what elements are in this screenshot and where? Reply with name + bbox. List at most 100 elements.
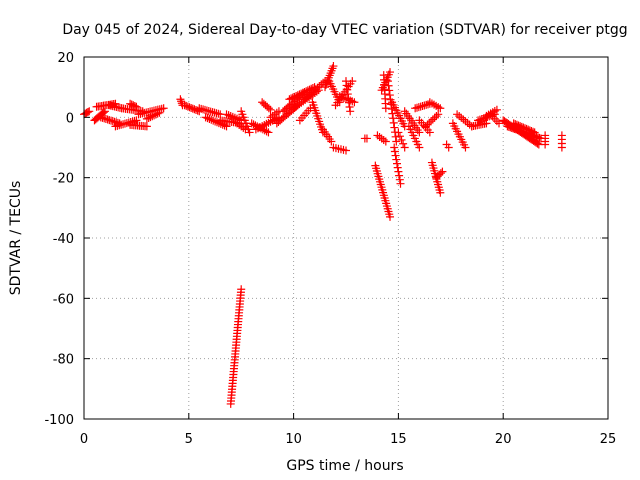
data-point (298, 88, 307, 97)
data-point (159, 104, 168, 113)
data-point (155, 108, 164, 117)
data-point (415, 128, 424, 137)
data-point (541, 140, 550, 149)
y-tick-label: -20 (53, 172, 74, 187)
data-point (423, 120, 432, 129)
data-point (427, 117, 436, 126)
data-point (432, 112, 441, 121)
data-point (395, 171, 404, 180)
data-point (492, 105, 501, 114)
data-point (389, 118, 398, 127)
data-point (362, 134, 371, 143)
y-tick-label: 0 (66, 111, 74, 126)
data-point (177, 97, 186, 106)
data-point (249, 120, 258, 129)
data-point (400, 143, 409, 152)
data-point (241, 125, 250, 134)
data-point (247, 119, 256, 128)
data-point (381, 104, 390, 113)
data-point (392, 137, 401, 146)
data-point (245, 128, 254, 137)
data-point (530, 128, 539, 137)
data-point (290, 92, 299, 101)
data-point (300, 87, 309, 96)
data-point (425, 118, 434, 127)
data-point (430, 113, 439, 122)
data-point (295, 90, 304, 99)
data-point (390, 123, 399, 132)
data-points (80, 62, 566, 408)
data-point (393, 159, 402, 168)
data-point (285, 95, 294, 104)
data-point (207, 115, 216, 124)
data-point (293, 91, 302, 100)
data-point (153, 109, 162, 118)
data-point (346, 107, 355, 116)
data-point (132, 102, 141, 111)
data-point (142, 114, 151, 123)
data-point (436, 188, 445, 197)
data-point (305, 90, 314, 99)
data-point (436, 104, 445, 113)
data-point (301, 93, 310, 102)
data-point (311, 85, 320, 94)
data-point (434, 110, 443, 119)
x-tick-label: 0 (80, 432, 88, 447)
data-point (201, 113, 210, 122)
data-point (436, 169, 445, 178)
data-point (396, 179, 405, 188)
data-point (309, 87, 318, 96)
data-point (205, 114, 214, 123)
data-point (264, 104, 273, 113)
y-tick-label: -60 (53, 292, 74, 307)
data-point (386, 68, 395, 77)
data-point (477, 115, 486, 124)
data-point (313, 83, 322, 92)
data-point (327, 137, 336, 146)
data-point (237, 285, 246, 294)
data-point (148, 112, 157, 121)
data-point (83, 108, 92, 117)
y-tick-label: -100 (44, 413, 74, 428)
data-point (415, 143, 424, 152)
data-point (384, 81, 393, 90)
data-point (557, 143, 566, 152)
data-point (300, 95, 309, 104)
data-point (203, 114, 212, 123)
data-point (428, 115, 437, 124)
data-point (303, 91, 312, 100)
data-point (385, 91, 394, 100)
data-point (211, 117, 220, 126)
data-point (329, 62, 338, 71)
x-tick-label: 5 (185, 432, 193, 447)
y-tick-label: -80 (53, 353, 74, 368)
data-point (307, 88, 316, 97)
y-axis-label: SDTVAR / TECUs (8, 181, 24, 296)
data-point (395, 175, 404, 184)
data-point (395, 132, 404, 141)
data-point (262, 127, 271, 136)
data-point (144, 113, 153, 122)
data-point (209, 116, 218, 125)
data-point (288, 93, 297, 102)
data-point (482, 119, 491, 128)
data-point (176, 95, 185, 104)
data-point (390, 143, 399, 152)
y-tick-label: -40 (53, 232, 74, 247)
data-point (392, 155, 401, 164)
chart-title: Day 045 of 2024, Sidereal Day-to-day VTE… (62, 22, 627, 38)
data-point (394, 167, 403, 176)
x-tick-label: 15 (390, 432, 407, 447)
data-point (474, 116, 483, 125)
data-point (386, 212, 395, 221)
data-point (266, 105, 275, 114)
x-tick-label: 10 (285, 432, 302, 447)
data-point (150, 111, 159, 120)
data-point (421, 122, 430, 131)
data-point (292, 92, 301, 101)
data-point (425, 128, 434, 137)
data-point (390, 147, 399, 156)
data-point (85, 107, 94, 116)
data-point (146, 113, 155, 122)
